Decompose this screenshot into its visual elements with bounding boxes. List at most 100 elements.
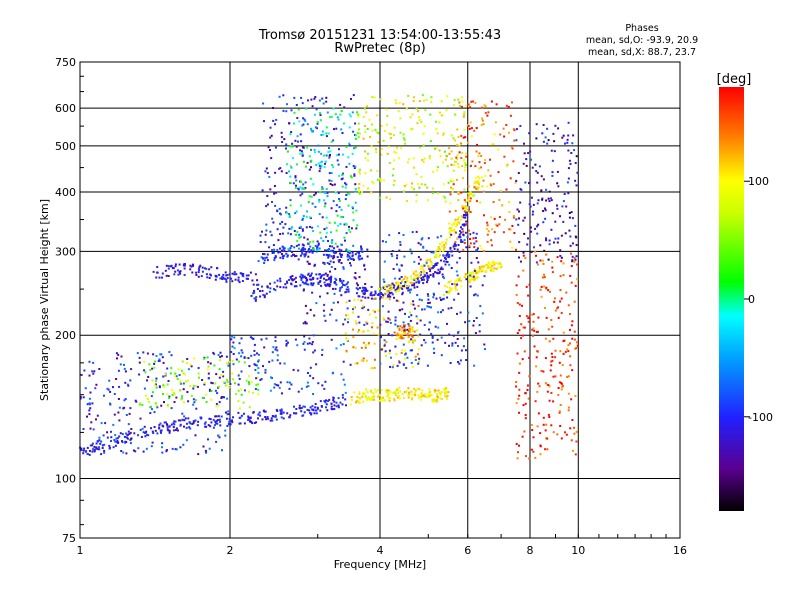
echo-point bbox=[295, 145, 298, 148]
echo-point bbox=[324, 162, 326, 165]
echo-point bbox=[481, 265, 483, 268]
echo-point bbox=[141, 404, 144, 406]
echo-point bbox=[401, 308, 404, 311]
echo-point bbox=[454, 284, 457, 287]
echo-point bbox=[467, 103, 470, 106]
echo-point bbox=[551, 159, 554, 162]
echo-point bbox=[266, 417, 269, 420]
echo-point bbox=[175, 375, 178, 378]
echo-point bbox=[355, 287, 358, 290]
echo-point bbox=[371, 129, 374, 132]
echo-point bbox=[255, 421, 258, 424]
echo-point bbox=[173, 423, 176, 426]
echo-point bbox=[467, 125, 470, 127]
echo-point bbox=[346, 192, 349, 195]
echo-point bbox=[455, 282, 458, 285]
echo-point bbox=[458, 151, 461, 154]
echo-point bbox=[185, 380, 187, 383]
echo-point bbox=[273, 281, 276, 284]
echo-point bbox=[448, 230, 451, 233]
echo-point bbox=[333, 404, 336, 407]
echo-point bbox=[86, 403, 89, 406]
echo-point bbox=[399, 285, 401, 288]
echo-point bbox=[149, 369, 152, 371]
echo-point bbox=[565, 433, 568, 436]
echo-point bbox=[366, 152, 369, 155]
echo-point bbox=[534, 163, 537, 166]
echo-point bbox=[356, 284, 359, 287]
echo-point bbox=[473, 279, 476, 282]
echo-point bbox=[526, 384, 529, 387]
echo-point bbox=[423, 99, 425, 102]
echo-point bbox=[362, 360, 365, 362]
echo-point bbox=[163, 421, 166, 424]
echo-point bbox=[301, 154, 304, 157]
echo-point bbox=[320, 152, 323, 155]
echo-point bbox=[560, 382, 563, 385]
echo-point bbox=[521, 358, 524, 361]
echo-point bbox=[276, 209, 279, 212]
echo-point bbox=[285, 206, 288, 209]
echo-point bbox=[301, 229, 304, 232]
echo-point bbox=[425, 261, 428, 264]
echo-point bbox=[319, 114, 322, 117]
echo-point bbox=[338, 206, 341, 209]
echo-point bbox=[366, 399, 369, 402]
echo-point bbox=[164, 421, 167, 424]
echo-point bbox=[424, 393, 427, 396]
echo-point bbox=[344, 186, 347, 189]
echo-point bbox=[331, 239, 334, 242]
echo-point bbox=[241, 274, 244, 277]
echo-point bbox=[163, 401, 165, 404]
echo-point bbox=[441, 273, 444, 276]
echo-point bbox=[541, 259, 544, 262]
echo-point bbox=[239, 416, 242, 419]
echo-point bbox=[463, 199, 466, 202]
echo-point bbox=[457, 279, 460, 282]
echo-point bbox=[367, 342, 370, 345]
echo-point bbox=[294, 175, 297, 178]
echo-point bbox=[269, 389, 272, 392]
echo-point bbox=[132, 449, 135, 452]
echo-point bbox=[227, 423, 230, 426]
echo-point bbox=[231, 372, 234, 375]
echo-point bbox=[276, 349, 279, 352]
echo-point bbox=[265, 229, 268, 232]
echo-point bbox=[448, 232, 451, 235]
echo-point bbox=[498, 223, 501, 226]
echo-point bbox=[376, 395, 379, 398]
echo-point bbox=[296, 135, 299, 138]
echo-point bbox=[161, 272, 164, 275]
echo-point bbox=[560, 260, 563, 263]
echo-point bbox=[137, 434, 139, 437]
echo-point bbox=[544, 136, 547, 139]
echo-point bbox=[403, 357, 406, 360]
echo-point bbox=[222, 381, 225, 384]
echo-point bbox=[398, 328, 401, 331]
echo-point bbox=[310, 282, 313, 285]
echo-point bbox=[263, 294, 266, 297]
echo-point bbox=[148, 363, 151, 366]
echo-point bbox=[492, 183, 495, 185]
echo-point bbox=[445, 243, 448, 246]
echo-point bbox=[240, 337, 243, 340]
echo-point bbox=[396, 287, 399, 290]
echo-point bbox=[197, 372, 200, 375]
echo-point bbox=[410, 349, 413, 352]
echo-point bbox=[161, 451, 164, 454]
echo-point bbox=[337, 259, 340, 262]
echo-point bbox=[445, 253, 448, 256]
echo-point bbox=[382, 396, 385, 399]
echo-point bbox=[306, 312, 309, 315]
echo-point bbox=[508, 211, 511, 213]
echo-point bbox=[511, 225, 514, 227]
echo-point bbox=[467, 199, 470, 202]
echo-point bbox=[564, 350, 567, 353]
echo-point bbox=[308, 337, 311, 340]
echo-point bbox=[492, 143, 495, 146]
echo-point bbox=[364, 130, 367, 133]
echo-point bbox=[309, 275, 311, 278]
echo-point bbox=[532, 203, 535, 206]
echo-point bbox=[309, 241, 312, 244]
echo-point bbox=[112, 423, 115, 426]
